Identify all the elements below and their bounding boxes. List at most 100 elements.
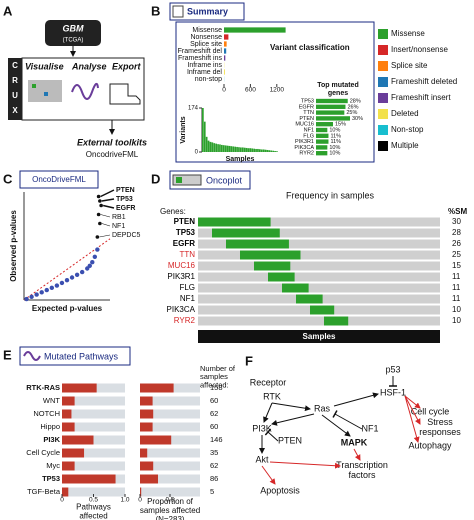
mutation-block <box>268 272 295 282</box>
row-background <box>198 272 440 282</box>
category-label: Cell Cycle <box>26 448 60 457</box>
bar <box>236 146 238 152</box>
mutation-block <box>324 316 349 326</box>
external: External toolkits <box>77 137 147 147</box>
bar <box>62 396 75 406</box>
count-label: 86 <box>210 474 218 483</box>
arrow <box>404 395 421 409</box>
category-label: Inframe ins <box>187 62 222 69</box>
crux-letter: U <box>12 91 18 100</box>
icon <box>172 5 184 18</box>
x-tick-label: 0 <box>222 87 226 94</box>
label-line <box>100 189 115 198</box>
summary-box <box>175 21 375 163</box>
bar <box>224 69 225 75</box>
point-label: PTEN <box>116 187 135 194</box>
arrow <box>404 395 420 443</box>
bar <box>260 149 263 152</box>
category-label: Inframe del <box>187 69 222 76</box>
legend-label: Frameshift insert <box>391 93 451 102</box>
value-header: %SM <box>448 207 467 216</box>
percent-label: 11 <box>452 272 461 281</box>
gene-label: PIK3CA <box>167 305 196 314</box>
bar-background <box>62 409 125 419</box>
bar-background <box>62 422 125 432</box>
bar <box>62 474 116 484</box>
category-label: MUC16 <box>295 122 314 128</box>
count-label: 62 <box>210 461 218 470</box>
node-label: Stress responses <box>419 417 461 437</box>
row-background <box>198 250 440 260</box>
counts-header: Number of samples affected: <box>200 364 236 390</box>
reference-line <box>23 238 111 301</box>
crux-bar <box>8 58 22 120</box>
x-axis-label: Samples <box>303 332 336 341</box>
bar-background <box>140 487 200 497</box>
node-label: PI3K <box>252 423 272 433</box>
percent-label: 26 <box>452 239 461 248</box>
value-label: 10% <box>329 151 340 157</box>
value-label: 28% <box>350 98 361 104</box>
x-tick-label: 1.0 <box>120 497 129 504</box>
panel-title: OncoDriveFML <box>32 175 86 184</box>
bar <box>140 448 148 458</box>
title-box <box>19 346 131 366</box>
node-label: MAPK <box>341 437 368 447</box>
node-label: Apoptosis <box>260 485 300 495</box>
crux-letter: C <box>12 61 18 70</box>
bar <box>140 383 174 393</box>
count-label: 62 <box>210 409 218 418</box>
node-label: p53 <box>385 364 400 374</box>
point <box>95 247 100 252</box>
legend-label: Missense <box>391 29 425 38</box>
count-label: 158 <box>210 383 223 392</box>
bar <box>316 122 333 127</box>
panel-title: Summary <box>187 6 228 16</box>
panel-title: Oncoplot <box>206 175 243 185</box>
percent-label: 10 <box>452 316 461 325</box>
bar <box>228 145 231 152</box>
icon <box>109 83 141 105</box>
bar <box>266 149 269 152</box>
bar <box>272 150 275 152</box>
panel-label: F <box>245 353 253 368</box>
step: Analyse <box>71 61 107 71</box>
bar <box>219 144 221 152</box>
label-line <box>101 223 111 227</box>
category-label: Splice site <box>190 41 222 48</box>
bar <box>257 148 259 152</box>
legend-label: Frameshift deleted <box>391 77 457 86</box>
bar <box>253 148 256 152</box>
category-label: RTK-RAS <box>26 383 60 392</box>
arrow <box>333 392 379 407</box>
point <box>49 285 55 291</box>
bar-background <box>140 474 200 484</box>
x-axis-label: Proportion of samples affected (N=283) <box>140 497 200 520</box>
bar <box>207 140 210 152</box>
category-label: RYR2 <box>299 151 314 157</box>
category-label: NOTCH <box>33 409 60 418</box>
bar <box>62 487 69 497</box>
icon <box>23 351 41 361</box>
category-label: Myc <box>46 461 60 470</box>
bar <box>262 149 265 152</box>
point <box>96 212 101 217</box>
point-label: TP53 <box>116 196 133 203</box>
mutation-block <box>310 305 335 315</box>
mutation-block <box>198 217 271 227</box>
arrow <box>269 461 341 469</box>
source-box <box>45 20 101 46</box>
category-label: PIK3R1 <box>295 139 314 145</box>
legend-label: Non-stop <box>391 125 424 134</box>
bar <box>140 461 154 471</box>
bar <box>316 139 329 144</box>
bar <box>213 143 216 152</box>
row-background <box>198 228 440 238</box>
legend-swatch <box>378 109 388 119</box>
category-label: TGF-Beta <box>27 487 61 496</box>
gene-label: MUC16 <box>168 261 196 270</box>
bar <box>251 148 254 152</box>
value-label: 10% <box>329 145 340 151</box>
node-label: PTEN <box>278 435 302 445</box>
